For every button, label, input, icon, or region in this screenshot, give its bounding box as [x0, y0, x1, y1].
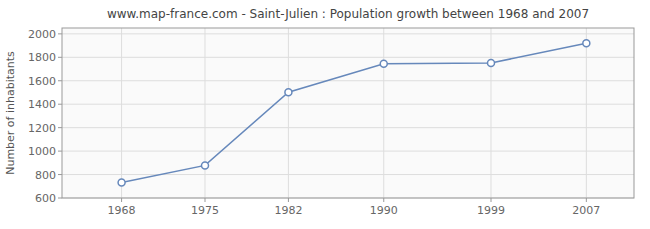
tick-label: 1975 [191, 204, 219, 217]
tick [58, 57, 62, 58]
tick-label: 1990 [370, 204, 398, 217]
tick [383, 198, 384, 202]
point [202, 162, 209, 169]
grid-line [205, 28, 206, 198]
tick [121, 198, 122, 202]
tick [58, 151, 62, 152]
grid-line [288, 28, 289, 198]
chart: 600 800 1000 1200 1400 1600 1800 2000 1968 1975 19… [0, 0, 650, 229]
tick [58, 33, 62, 34]
tick-label: 1000 [28, 145, 56, 158]
grid-line [491, 28, 492, 198]
point [285, 89, 292, 96]
grid [62, 28, 634, 198]
tick-label: 2007 [572, 204, 600, 217]
tick-label: 1200 [28, 122, 56, 135]
grid-line [62, 33, 634, 34]
tick-label: 1999 [477, 204, 505, 217]
tick-label: 1968 [108, 204, 136, 217]
title: www.map-france.com - Saint-Julien : Popu… [107, 7, 589, 21]
tick [58, 127, 62, 128]
point [583, 40, 590, 47]
tick-label: 1800 [28, 51, 56, 64]
series [118, 40, 590, 186]
tick-label: 1400 [28, 98, 56, 111]
tick [205, 198, 206, 202]
plot-area [62, 28, 634, 198]
tick [58, 198, 62, 199]
grid-line [62, 151, 634, 152]
point [118, 179, 125, 186]
tick-label: 800 [35, 169, 56, 182]
axes: 600 800 1000 1200 1400 1600 1800 2000 1968 1975 19… [28, 28, 600, 217]
grid-line [62, 127, 634, 128]
line [122, 43, 587, 182]
grid-line [62, 80, 634, 81]
plot-frame [62, 28, 634, 198]
axis-label: Number of inhabitants [4, 51, 17, 175]
point [488, 59, 495, 66]
tick [491, 198, 492, 202]
grid-line [62, 174, 634, 175]
tick [58, 80, 62, 81]
tick-label: 1600 [28, 75, 56, 88]
tick [288, 198, 289, 202]
grid-line [62, 57, 634, 58]
point [380, 60, 387, 67]
tick [58, 174, 62, 175]
tick-label: 600 [35, 192, 56, 205]
grid-line [586, 28, 587, 198]
tick-label: 1982 [274, 204, 302, 217]
tick [586, 198, 587, 202]
grid-line [62, 104, 634, 105]
grid-line [383, 28, 384, 198]
grid-line [121, 28, 122, 198]
tick [58, 104, 62, 105]
tick-label: 2000 [28, 28, 56, 41]
